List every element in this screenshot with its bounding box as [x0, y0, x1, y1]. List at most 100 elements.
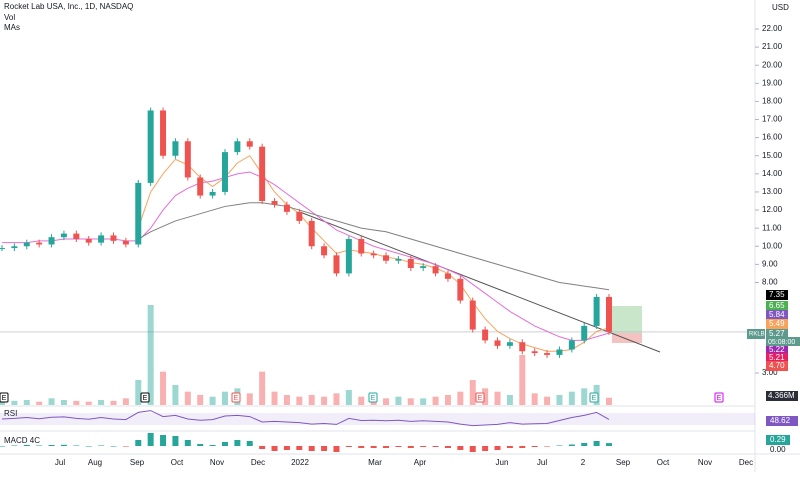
macd-bar — [110, 446, 117, 447]
event-box — [231, 392, 241, 403]
event-label: E — [592, 395, 597, 402]
macd-bar — [184, 440, 191, 446]
y-tick-label: 13.00 — [762, 187, 783, 196]
y-tick-label: 16.00 — [762, 133, 783, 142]
countdown: 05:08:00 — [768, 339, 795, 346]
event-box — [0, 392, 9, 403]
x-tick-label: Nov — [698, 458, 712, 467]
candle-body — [147, 110, 154, 183]
price-tag-label: 5.49 — [769, 319, 785, 328]
x-tick-label: Sep — [616, 458, 631, 467]
price-tag — [766, 345, 788, 355]
volume-bar — [519, 355, 526, 405]
rsi-last: 48.62 — [770, 416, 791, 425]
macd-bar — [457, 446, 464, 450]
candle-body — [296, 211, 303, 221]
macd-bar — [321, 446, 328, 451]
volume-bar — [395, 396, 402, 405]
moving-average — [138, 202, 610, 291]
macd-bar — [308, 446, 315, 451]
price-tag — [766, 361, 788, 371]
volume-bar — [606, 397, 612, 405]
macd-bar — [36, 445, 43, 446]
x-tick-label: Jul — [537, 458, 547, 467]
candle-body — [444, 273, 451, 279]
x-tick-label: Nov — [210, 458, 224, 467]
event-label: E — [371, 395, 376, 402]
macd-bar — [407, 446, 414, 448]
volume-bar — [259, 371, 266, 405]
x-tick-label: Apr — [414, 458, 427, 467]
candle-body — [85, 239, 92, 243]
ma-label: MAs — [4, 23, 20, 32]
candle-body — [36, 242, 43, 245]
volume-bar — [172, 385, 179, 405]
candle-body — [395, 258, 402, 261]
candle-body — [135, 182, 142, 245]
volume-bar — [358, 396, 365, 405]
y-tick-label: 14.00 — [762, 169, 783, 178]
macd-bar — [395, 446, 402, 447]
volume-bar — [308, 395, 315, 405]
event-box — [475, 392, 485, 403]
volume-bar — [494, 391, 501, 405]
price-tag — [766, 329, 788, 339]
macd-bar — [73, 445, 80, 446]
macd-bar — [432, 446, 439, 447]
y-tick-label: 10.00 — [762, 241, 783, 250]
macd-last: 0.29 — [770, 435, 786, 444]
y-tick-label: 22.00 — [762, 24, 783, 33]
candle-body — [544, 353, 551, 355]
candle-body — [482, 329, 489, 341]
volume-bar — [531, 393, 538, 405]
candle-body — [506, 342, 513, 346]
volume-bar — [85, 401, 92, 405]
candle-body — [283, 204, 290, 212]
candle-body — [432, 266, 439, 274]
macd-bar — [519, 446, 526, 448]
volume-bar — [110, 400, 117, 405]
x-tick-label: Jul — [55, 458, 65, 467]
price-tag — [766, 353, 788, 363]
candle-body — [60, 233, 67, 238]
y-tick-label: 21.00 — [762, 42, 783, 51]
symbol-tag — [747, 329, 765, 339]
macd-bar — [556, 445, 563, 446]
macd-bar — [444, 446, 451, 448]
volume-bar — [246, 393, 253, 405]
event-label: E — [2, 395, 7, 402]
x-tick-label: Sep — [130, 458, 145, 467]
macd-bar — [197, 444, 204, 446]
candle-body — [234, 141, 241, 153]
macd-bar — [506, 446, 513, 448]
chart-title: Rocket Lab USA, Inc., 1D, NASDAQ — [4, 2, 133, 11]
candle-body — [568, 340, 575, 350]
volume-bar — [73, 400, 80, 405]
stop-zone — [612, 333, 642, 343]
macd-bar — [420, 446, 427, 447]
candle-body — [407, 258, 414, 268]
candle-body — [420, 266, 427, 268]
event-label: E — [234, 395, 239, 402]
candle-body — [246, 141, 253, 147]
rsi-label: RSI — [4, 409, 17, 418]
volume-bar — [321, 396, 328, 405]
volume-bar — [271, 391, 278, 405]
macd-bar — [370, 446, 377, 448]
y-tick-label: 11.00 — [762, 223, 782, 232]
currency: USD — [772, 3, 789, 12]
candle-body — [259, 146, 266, 201]
macd-bar — [494, 446, 501, 450]
event-label: E — [143, 395, 148, 402]
candle-body — [358, 239, 365, 254]
candle-body — [469, 300, 476, 330]
price-tag-label: 4.70 — [769, 361, 785, 370]
macd-bar — [11, 445, 18, 446]
volume-bar — [160, 371, 167, 405]
volume-bar — [544, 396, 551, 405]
candle-body — [184, 141, 191, 178]
candle-body — [172, 141, 179, 156]
volume-bar — [209, 396, 216, 405]
macd-bar — [593, 441, 600, 446]
